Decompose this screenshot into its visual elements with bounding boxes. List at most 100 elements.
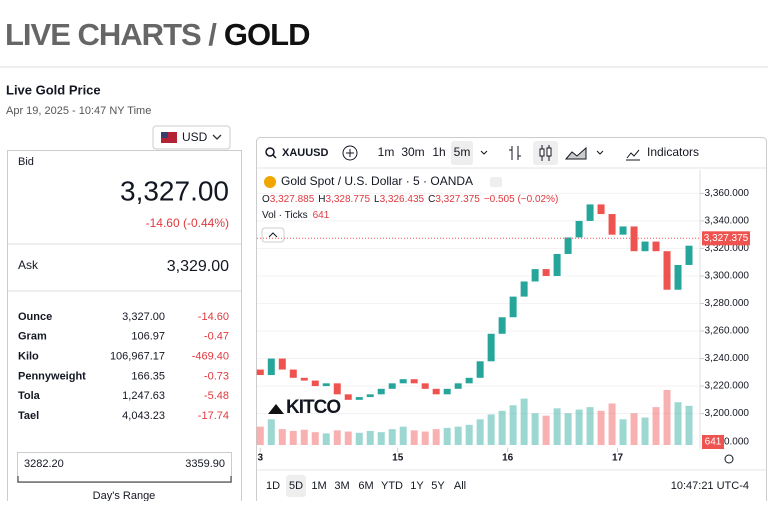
volume-bar	[443, 427, 451, 445]
candle-body	[322, 383, 330, 387]
area-style-icon[interactable]	[564, 146, 587, 160]
volume-bar	[421, 431, 429, 445]
y-tick-label: 3,240.000	[705, 353, 750, 364]
volume-bar	[487, 414, 495, 445]
volume-bar	[674, 402, 682, 445]
volume-bar	[289, 430, 297, 445]
ohlc-key: H	[318, 194, 325, 205]
range-button[interactable]: All	[454, 480, 466, 492]
unit-table: Ounce 3,327.00 -14.60 Gram 106.97 -0.47 Kilo 10…	[18, 311, 229, 422]
volume-bar	[476, 419, 484, 445]
volume-bar	[619, 419, 627, 445]
candle-body	[652, 241, 660, 252]
quote-panel	[7, 150, 242, 506]
unit-name: Kilo	[18, 351, 39, 363]
candle-body	[520, 281, 528, 297]
range-box	[17, 452, 232, 483]
range-button[interactable]: 3M	[334, 480, 349, 492]
candle-body	[311, 380, 319, 387]
candle-body	[344, 394, 352, 400]
unit-name: Tola	[18, 390, 41, 402]
candle-body	[388, 383, 396, 389]
candle-body	[377, 388, 385, 395]
candle-body	[575, 220, 583, 238]
unit-change: -14.60	[198, 311, 229, 323]
interval[interactable]: 30m	[401, 145, 424, 159]
indicators-button[interactable]: Indicators	[626, 145, 699, 161]
collapse-button[interactable]	[261, 227, 285, 243]
symbol: XAUUSD	[282, 147, 329, 159]
candle-body	[399, 379, 407, 384]
volume-bar	[377, 432, 385, 445]
range-bar	[17, 476, 232, 483]
volume-bar	[333, 430, 341, 445]
volume-bar	[586, 407, 594, 445]
chevron	[268, 232, 278, 238]
unit-name: Gram	[18, 331, 47, 343]
volume-bar	[608, 403, 616, 445]
volume-bar	[278, 429, 286, 445]
range-button[interactable]: 5D	[289, 480, 303, 492]
symbol-search[interactable]: XAUUSD	[265, 147, 329, 159]
unit-change: -5.48	[204, 390, 229, 402]
volume-bar	[355, 432, 363, 445]
compare-button[interactable]	[342, 145, 358, 161]
ohlc-value: 3,327.375	[435, 194, 480, 205]
chevron	[596, 150, 604, 155]
volume-bar	[388, 429, 396, 445]
candle-body	[454, 383, 462, 389]
candle-body	[641, 241, 649, 252]
interval-active	[451, 141, 473, 165]
volume-bar	[454, 426, 462, 445]
volume-bar	[663, 390, 671, 445]
volume-bar	[465, 424, 473, 445]
ohlc-key: O	[262, 194, 270, 205]
settings-icon[interactable]	[724, 454, 734, 464]
y-tick-label: 3,220.000	[705, 381, 750, 392]
bid-label: Bid	[18, 156, 34, 168]
range-button[interactable]: 5Y	[431, 480, 445, 492]
watermark: KITCO	[268, 397, 341, 418]
ohlc-change: −0.505 (−0.02%)	[484, 194, 559, 205]
volume-label: Vol · Ticks	[262, 210, 308, 221]
candle-body	[366, 394, 374, 398]
bar-style-icon[interactable]	[509, 146, 521, 160]
indicators-icon	[626, 149, 640, 161]
volume-bar	[256, 426, 264, 445]
range-button[interactable]: 1M	[311, 480, 326, 492]
volume-tag	[702, 435, 724, 449]
ohlc-value: 3,327.885	[270, 194, 315, 205]
interval[interactable]: 1m	[378, 145, 395, 159]
watermark-logo	[268, 404, 284, 414]
range-button[interactable]: 6M	[358, 480, 373, 492]
chevron	[480, 150, 488, 155]
legend-collapse[interactable]	[490, 177, 502, 187]
flag	[161, 132, 177, 143]
range-button[interactable]: 1Y	[410, 480, 424, 492]
x-tick-label: 16	[502, 453, 514, 464]
range-label: Day's Range	[93, 490, 156, 501]
candle-body	[531, 269, 539, 282]
interval[interactable]: 5m	[454, 145, 471, 159]
section-title: Live Gold Price	[6, 82, 101, 97]
x-tick-label: 3	[258, 453, 264, 464]
currency-label: USD	[182, 130, 208, 144]
currency-button[interactable]: USD	[152, 125, 231, 150]
candle-body	[278, 358, 286, 370]
plus-circle	[342, 145, 358, 161]
candle-body	[443, 388, 451, 395]
y-tick-label: 3,340.000	[705, 216, 750, 227]
interval[interactable]: 1h	[432, 145, 445, 159]
indicators-label: Indicators	[647, 145, 699, 159]
candle-body	[256, 369, 264, 376]
interval-group: 1m 30m 1h 5m	[378, 141, 473, 165]
range-button[interactable]: 1D	[266, 480, 280, 492]
candle-style-active[interactable]	[533, 141, 558, 165]
range-button[interactable]: YTD	[381, 480, 403, 492]
volume-bar	[300, 429, 308, 445]
last-price-label: 3,327.375	[704, 233, 749, 244]
volume-bar	[498, 410, 506, 445]
candle-body	[619, 226, 627, 235]
volume-bar	[553, 408, 561, 445]
